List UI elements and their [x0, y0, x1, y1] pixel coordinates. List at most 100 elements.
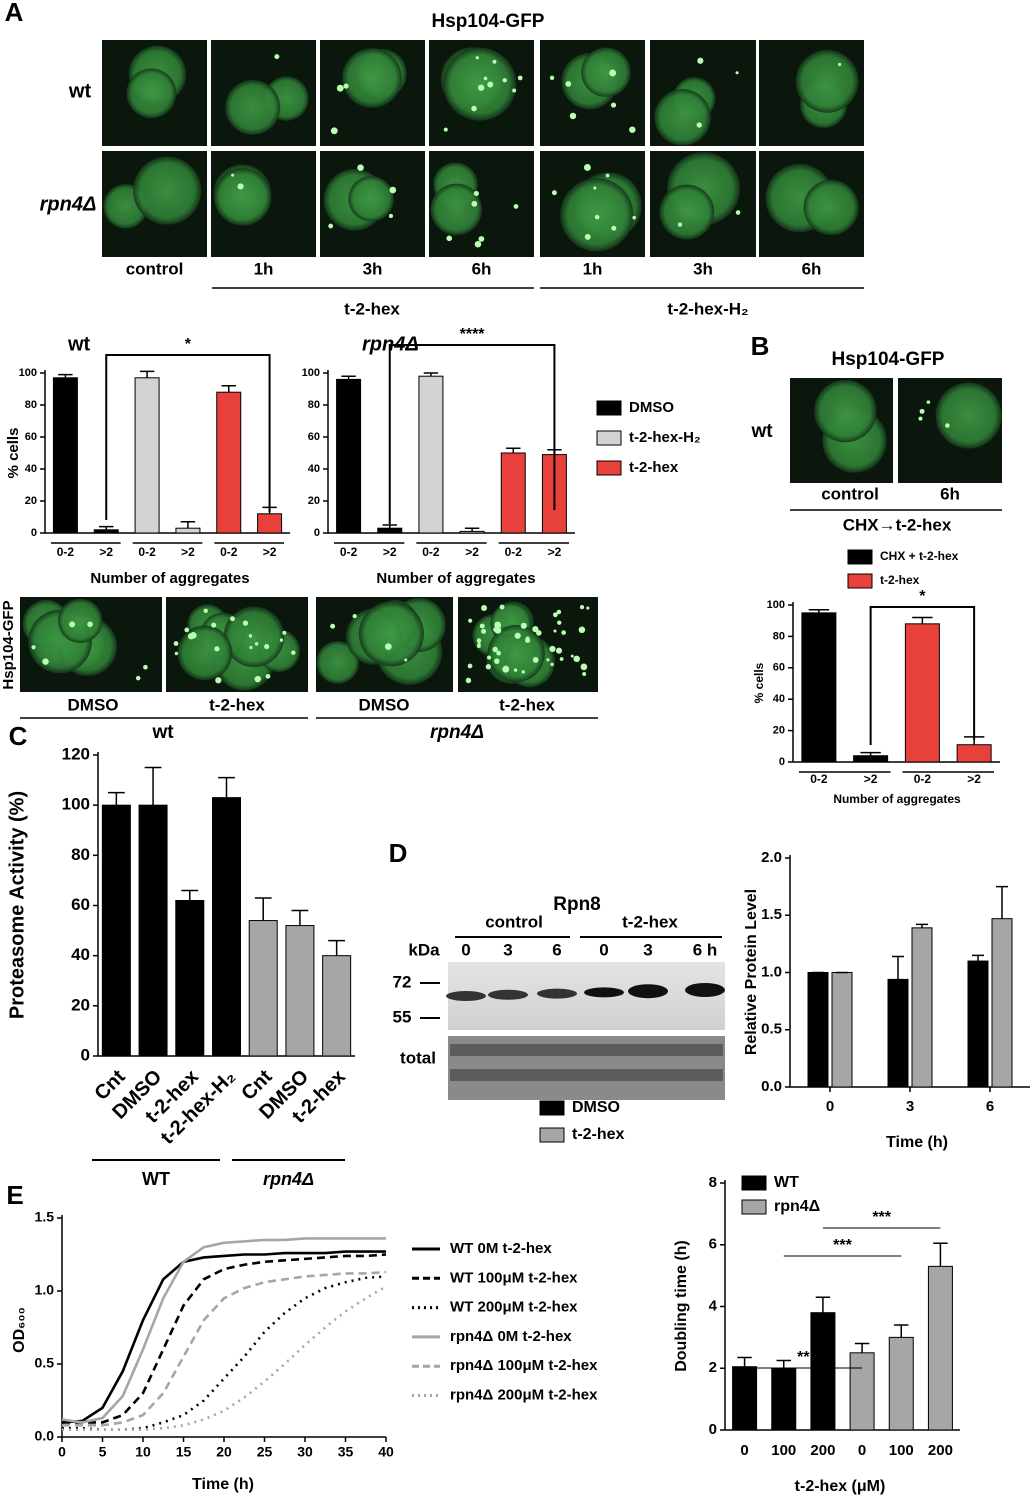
- y-tick-label: 60: [773, 662, 785, 674]
- cell: [348, 176, 394, 222]
- error-bar: [737, 1356, 752, 1367]
- aggregate: [174, 651, 179, 656]
- cell: [443, 47, 517, 121]
- panel-title: Hsp104-GFP: [432, 11, 545, 32]
- bar: [904, 623, 940, 763]
- error-bar: [808, 608, 830, 613]
- lane-label: 0: [599, 940, 608, 959]
- cell: [316, 640, 360, 684]
- error-bar: [58, 373, 73, 378]
- legend-swatch: [741, 1175, 767, 1191]
- aggregate: [143, 664, 148, 670]
- x-tick-label: 0-2: [220, 545, 238, 559]
- legend-swatch: [847, 573, 873, 589]
- cell: [58, 598, 103, 643]
- cell: [358, 601, 424, 667]
- cell: [487, 625, 545, 683]
- y-tick-label: 0.5: [35, 1355, 55, 1371]
- legend-swatch: [596, 460, 622, 476]
- bar: [500, 452, 526, 534]
- aggregate: [492, 646, 498, 653]
- row-label: wt: [68, 80, 92, 102]
- legend-label: rpn4Δ: [774, 1198, 820, 1215]
- y-tick-label: 0: [709, 1421, 717, 1438]
- x-tick-label: 0-2: [340, 545, 358, 559]
- y-tick-label: 0: [31, 527, 37, 539]
- error-bar: [854, 1342, 870, 1353]
- band: [488, 989, 528, 1000]
- aggregate: [486, 655, 492, 660]
- x-tick-label: >2: [465, 545, 479, 559]
- y-axis-label: % cells: [5, 428, 22, 479]
- legend-swatch: [596, 430, 622, 446]
- x-tick-label: 0-2: [505, 545, 523, 559]
- aggregate: [697, 57, 704, 64]
- aggregate: [254, 675, 262, 683]
- cell: [177, 625, 233, 681]
- aggregate: [561, 630, 566, 635]
- cell: [126, 68, 177, 119]
- band: [450, 1069, 723, 1081]
- legend-label: t-2-hex: [880, 573, 920, 587]
- x-tick-label: 0: [58, 1444, 66, 1460]
- y-axis-label: OD₆₀₀: [11, 1307, 28, 1353]
- aggregate: [918, 416, 923, 421]
- aggregate: [578, 626, 586, 634]
- aggregate: [521, 670, 525, 674]
- aggregate: [485, 664, 492, 670]
- lane-label: 6 h: [693, 940, 718, 959]
- aggregate: [580, 663, 588, 671]
- bar: [216, 391, 242, 534]
- column-label: t-2-hex: [499, 695, 555, 714]
- legend-label: t-2-hex: [572, 1126, 625, 1143]
- error-bar: [291, 909, 309, 926]
- aggregate: [494, 658, 500, 664]
- aggregate: [494, 627, 502, 634]
- aggregate: [214, 646, 220, 652]
- aggregate: [330, 623, 336, 629]
- bar: [911, 927, 933, 1088]
- panel-letter: A: [5, 0, 24, 27]
- line: [61, 1237, 386, 1424]
- x-tick-label: >2: [967, 772, 981, 786]
- legend-label: DMSO: [572, 1099, 620, 1116]
- unit-label: kDa: [408, 940, 440, 959]
- aggregate: [559, 657, 564, 661]
- cell: [430, 183, 483, 236]
- aggregate: [557, 620, 562, 625]
- bar: [134, 377, 160, 534]
- bar: [849, 1352, 875, 1431]
- cell: [795, 49, 859, 113]
- y-tick-label: 40: [25, 463, 37, 475]
- y-tick-label: 20: [25, 495, 37, 507]
- bar: [927, 1265, 953, 1431]
- legend-swatch: [596, 400, 622, 416]
- aggregate: [513, 668, 518, 672]
- aggregate: [550, 662, 554, 667]
- group-label: t-2-hex-H₂: [667, 299, 748, 318]
- blot-label: total: [400, 1048, 436, 1067]
- band: [450, 1044, 723, 1056]
- aggregate: [926, 400, 931, 404]
- aggregate: [513, 204, 519, 209]
- y-tick-label: 100: [19, 367, 37, 379]
- bar: [991, 918, 1013, 1088]
- group-label: control: [485, 912, 543, 931]
- y-tick-label: 100: [767, 599, 785, 611]
- y-tick-label: 60: [71, 895, 90, 914]
- marker-label: 55: [393, 1007, 412, 1026]
- column-label: control: [126, 259, 184, 278]
- aggregate: [211, 622, 217, 628]
- y-tick-label: 2.0: [761, 849, 782, 866]
- aggregate: [479, 623, 485, 629]
- x-tick-label: >2: [548, 545, 562, 559]
- aggregate: [520, 622, 527, 629]
- legend-swatch: [539, 1127, 565, 1143]
- legend-swatch: [741, 1199, 767, 1215]
- legend-label: WT: [774, 1174, 799, 1191]
- bar: [175, 527, 201, 534]
- x-axis-label: Time (h): [192, 1476, 254, 1493]
- aggregate: [584, 233, 591, 240]
- band: [446, 991, 486, 1001]
- bar: [212, 797, 241, 1057]
